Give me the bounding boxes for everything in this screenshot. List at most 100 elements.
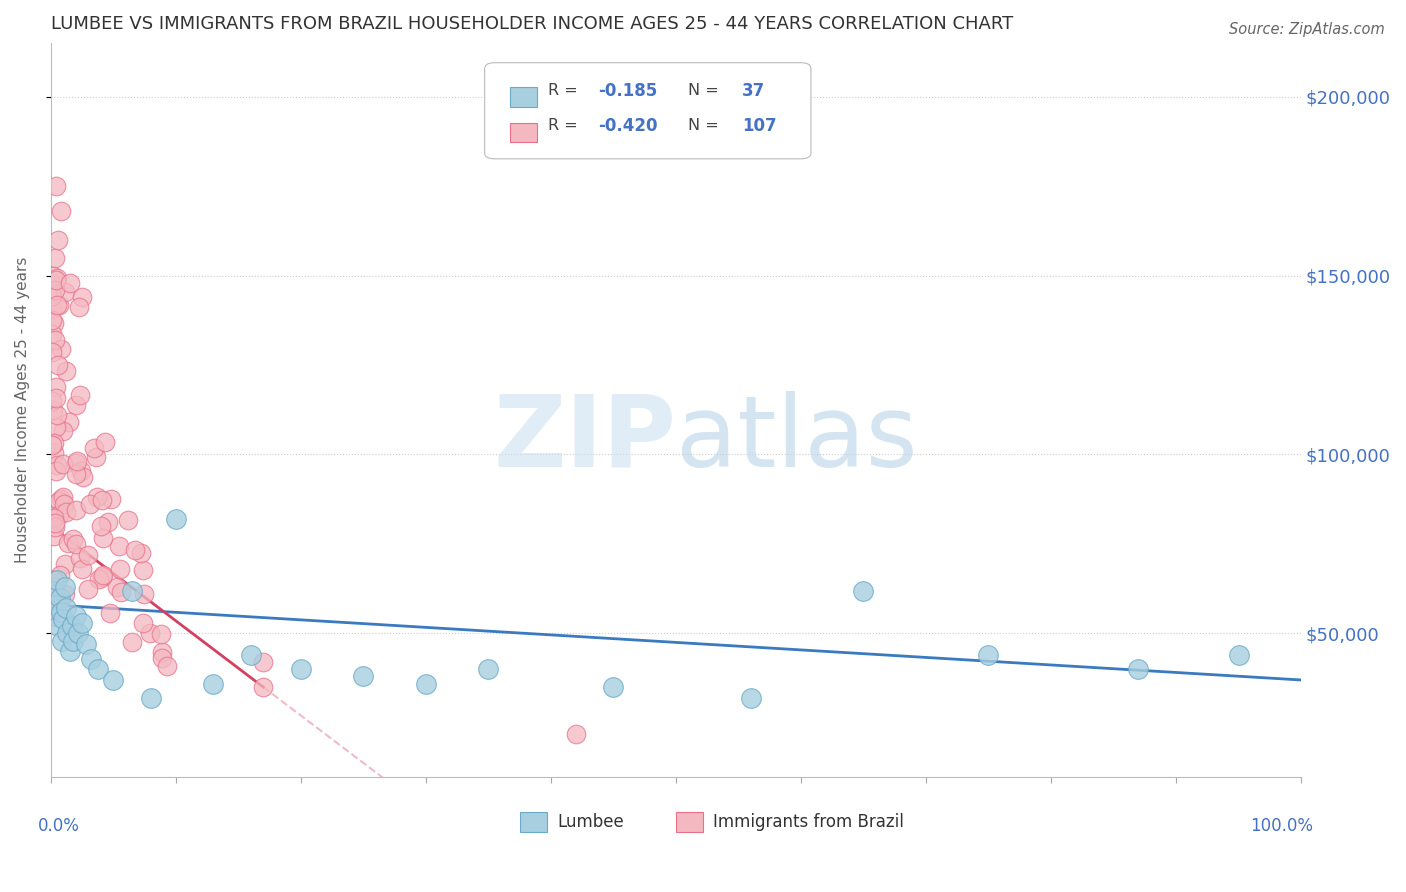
Point — [124, 543, 146, 558]
Point — [46, 233, 69, 247]
Point — [42, 268, 65, 283]
Text: Lumbee: Lumbee — [557, 814, 624, 831]
Point — [44, 283, 66, 297]
Point — [1227, 648, 1250, 662]
Point — [87, 572, 110, 586]
Point — [70, 562, 93, 576]
Point — [86, 490, 108, 504]
Point — [44, 316, 66, 330]
Text: 107: 107 — [742, 117, 776, 135]
Point — [41, 438, 63, 452]
Text: Immigrants from Brazil: Immigrants from Brazil — [713, 814, 904, 831]
Point — [44, 608, 66, 623]
Point — [41, 604, 63, 618]
Point — [53, 557, 76, 571]
Point — [150, 627, 173, 641]
Point — [45, 420, 67, 434]
Y-axis label: Householder Income Ages 25 - 44 years: Householder Income Ages 25 - 44 years — [15, 257, 30, 563]
Point — [565, 727, 588, 741]
Point — [51, 342, 73, 356]
Point — [49, 491, 72, 506]
Point — [44, 516, 66, 530]
Point — [41, 289, 63, 303]
Point — [93, 434, 115, 449]
Point — [239, 648, 262, 662]
Point — [97, 515, 120, 529]
Point — [41, 603, 63, 617]
Point — [69, 388, 91, 402]
Point — [90, 570, 112, 584]
Point — [45, 179, 67, 194]
Point — [41, 403, 63, 417]
Point — [45, 464, 67, 478]
Point — [44, 333, 66, 347]
Point — [55, 364, 77, 378]
Point — [107, 540, 129, 554]
Text: Source: ZipAtlas.com: Source: ZipAtlas.com — [1229, 22, 1385, 37]
Point — [252, 680, 274, 694]
Point — [44, 590, 66, 604]
Point — [42, 510, 65, 524]
Text: 37: 37 — [742, 81, 765, 100]
Point — [46, 358, 69, 372]
Point — [48, 568, 70, 582]
Point — [65, 608, 87, 623]
Point — [352, 669, 374, 683]
Point — [129, 547, 152, 561]
Point — [138, 626, 160, 640]
Point — [76, 582, 98, 596]
Point — [44, 519, 66, 533]
Point — [52, 490, 75, 504]
Point — [45, 598, 67, 612]
Point — [45, 408, 67, 422]
Point — [58, 644, 80, 658]
Text: ZIP: ZIP — [494, 391, 676, 488]
Point — [90, 519, 112, 533]
Point — [62, 532, 84, 546]
Text: 0.0%: 0.0% — [38, 817, 80, 835]
Point — [70, 615, 93, 630]
Point — [202, 676, 225, 690]
Point — [41, 327, 63, 342]
Point — [65, 502, 87, 516]
FancyBboxPatch shape — [520, 812, 547, 832]
Point — [52, 457, 75, 471]
Point — [83, 442, 105, 456]
Point — [55, 505, 77, 519]
Point — [90, 493, 112, 508]
Point — [41, 509, 63, 524]
Text: R =: R = — [548, 119, 583, 133]
Point — [42, 573, 65, 587]
Point — [51, 633, 73, 648]
Point — [117, 513, 139, 527]
Point — [41, 516, 63, 531]
Point — [42, 583, 65, 598]
Point — [67, 626, 90, 640]
Point — [139, 690, 162, 705]
Point — [48, 298, 70, 312]
Point — [70, 464, 93, 478]
Point — [87, 662, 110, 676]
Text: atlas: atlas — [676, 391, 918, 488]
Point — [41, 301, 63, 316]
Point — [45, 380, 67, 394]
Point — [415, 676, 437, 690]
Point — [41, 345, 63, 359]
Point — [77, 548, 100, 562]
Point — [53, 285, 76, 299]
Point — [602, 680, 624, 694]
Point — [131, 563, 153, 577]
Point — [79, 497, 101, 511]
Point — [45, 391, 67, 405]
Point — [42, 588, 65, 602]
Point — [52, 612, 75, 626]
Point — [131, 616, 153, 631]
FancyBboxPatch shape — [676, 812, 703, 832]
Point — [41, 393, 63, 408]
Point — [46, 573, 69, 587]
Point — [1128, 662, 1150, 676]
FancyBboxPatch shape — [509, 87, 537, 107]
Point — [69, 551, 91, 566]
Point — [740, 690, 762, 705]
Text: -0.185: -0.185 — [599, 81, 658, 100]
